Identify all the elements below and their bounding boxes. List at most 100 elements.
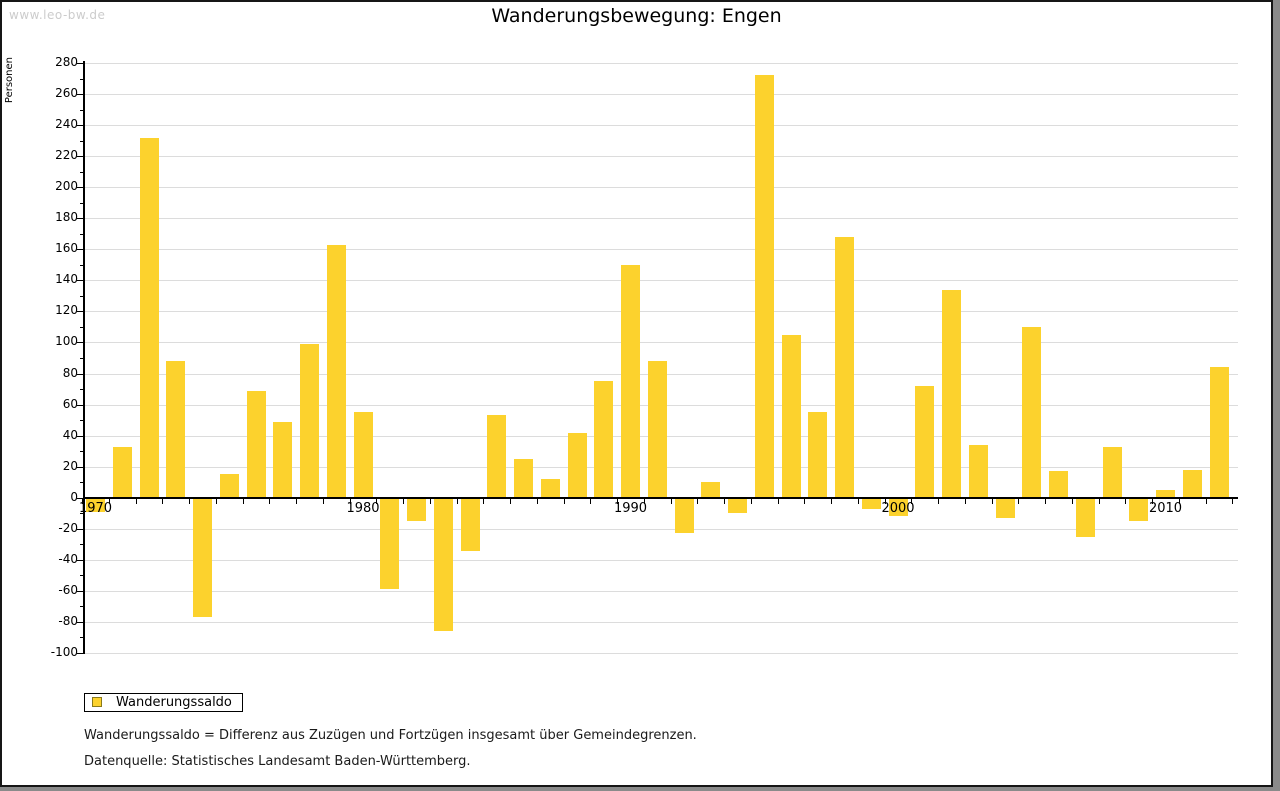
x-tick bbox=[938, 498, 940, 504]
bar-1987 bbox=[540, 479, 560, 498]
x-tick bbox=[135, 498, 137, 504]
gridline bbox=[84, 156, 1238, 158]
y-minor-tick bbox=[80, 140, 83, 142]
bar-2012 bbox=[1209, 367, 1229, 498]
x-tick-label-1990: 1990 bbox=[613, 500, 648, 516]
bar-2000 bbox=[888, 497, 908, 517]
y-tick-label: -80 bbox=[58, 613, 78, 628]
y-tick-label: -20 bbox=[58, 520, 78, 535]
x-tick bbox=[617, 498, 619, 504]
y-tick-label: 40 bbox=[62, 427, 78, 442]
x-tick bbox=[964, 498, 966, 504]
x-tick bbox=[349, 498, 351, 504]
bar-1980 bbox=[353, 412, 373, 498]
gridline bbox=[84, 342, 1238, 344]
gridline bbox=[84, 249, 1238, 251]
x-tick bbox=[189, 498, 191, 504]
y-minor-tick bbox=[80, 171, 83, 173]
y-minor-tick bbox=[80, 575, 83, 577]
y-tick-label: -40 bbox=[58, 551, 78, 566]
gridline bbox=[84, 559, 1238, 561]
x-tick bbox=[215, 498, 217, 504]
bar-1973 bbox=[166, 361, 186, 498]
x-tick bbox=[804, 498, 806, 504]
x-tick bbox=[831, 498, 833, 504]
bar-2006 bbox=[1049, 471, 1068, 498]
bar-1978 bbox=[300, 344, 319, 498]
y-major-tick bbox=[77, 621, 83, 623]
bar-1981 bbox=[380, 497, 400, 590]
y-major-tick bbox=[77, 156, 83, 158]
x-tick bbox=[269, 498, 271, 504]
bar-2008 bbox=[1102, 446, 1122, 498]
y-minor-tick bbox=[80, 606, 83, 608]
bar-1983 bbox=[433, 497, 453, 632]
x-tick bbox=[1018, 498, 1020, 504]
bar-1976 bbox=[246, 390, 266, 498]
y-tick-label: 80 bbox=[62, 365, 78, 380]
y-axis-line bbox=[83, 61, 85, 654]
y-major-tick bbox=[77, 404, 83, 406]
x-tick-label-2000: 2000 bbox=[881, 500, 915, 516]
bar-1972 bbox=[139, 137, 159, 498]
bar-1993 bbox=[701, 482, 721, 498]
bar-1998 bbox=[835, 236, 854, 498]
x-tick-label-1980: 1980 bbox=[346, 500, 380, 516]
y-major-tick bbox=[77, 218, 83, 220]
y-minor-tick bbox=[80, 420, 83, 422]
x-tick bbox=[456, 498, 458, 504]
y-major-tick bbox=[77, 435, 83, 437]
bar-2010 bbox=[1156, 489, 1175, 498]
gridline bbox=[84, 187, 1238, 189]
y-minor-tick bbox=[80, 451, 83, 453]
x-tick-label-1970: 1970 bbox=[78, 500, 113, 516]
y-major-tick bbox=[77, 653, 83, 654]
y-minor-tick bbox=[80, 358, 83, 359]
y-major-tick bbox=[77, 280, 83, 282]
footnote-definition: Wanderungssaldo = Differenz aus Zuzügen … bbox=[84, 728, 697, 743]
y-major-tick bbox=[77, 311, 83, 313]
y-minor-tick bbox=[80, 233, 83, 235]
x-tick bbox=[82, 498, 84, 504]
y-major-tick bbox=[77, 187, 83, 189]
x-tick bbox=[483, 498, 485, 504]
x-tick bbox=[1178, 498, 1180, 504]
legend: Wanderungssaldo bbox=[84, 693, 243, 712]
x-tick bbox=[1125, 498, 1127, 504]
y-major-tick bbox=[77, 249, 83, 251]
gridline bbox=[84, 218, 1238, 220]
legend-label: Wanderungssaldo bbox=[116, 695, 232, 710]
bar-1997 bbox=[808, 412, 828, 498]
bar-1995 bbox=[754, 75, 774, 498]
watermark: www.leo-bw.de bbox=[9, 8, 106, 22]
x-tick bbox=[403, 498, 405, 504]
x-tick bbox=[242, 498, 244, 504]
x-tick bbox=[296, 498, 298, 504]
bar-2003 bbox=[968, 444, 988, 498]
gridline bbox=[84, 94, 1238, 96]
bar-1992 bbox=[674, 497, 694, 534]
y-minor-tick bbox=[80, 326, 83, 328]
y-major-tick bbox=[77, 373, 83, 375]
y-axis-title: Personen bbox=[4, 57, 15, 104]
x-tick bbox=[590, 498, 592, 504]
y-minor-tick bbox=[80, 389, 83, 391]
bar-1990 bbox=[621, 264, 640, 498]
bar-2002 bbox=[942, 289, 961, 498]
x-tick bbox=[884, 498, 886, 504]
y-minor-tick bbox=[80, 78, 83, 80]
x-tick bbox=[1205, 498, 1207, 504]
y-tick-label: 260 bbox=[55, 86, 78, 101]
x-tick-label-2010: 2010 bbox=[1148, 500, 1183, 516]
bar-2009 bbox=[1129, 497, 1149, 522]
gridline bbox=[84, 590, 1238, 592]
gridline bbox=[84, 311, 1238, 313]
y-tick-label: 160 bbox=[55, 241, 78, 256]
y-major-tick bbox=[77, 497, 83, 499]
bar-1984 bbox=[460, 497, 480, 551]
y-minor-tick bbox=[80, 544, 83, 546]
y-minor-tick bbox=[80, 295, 83, 297]
gridline bbox=[84, 621, 1238, 623]
y-tick-label: 140 bbox=[55, 272, 78, 287]
